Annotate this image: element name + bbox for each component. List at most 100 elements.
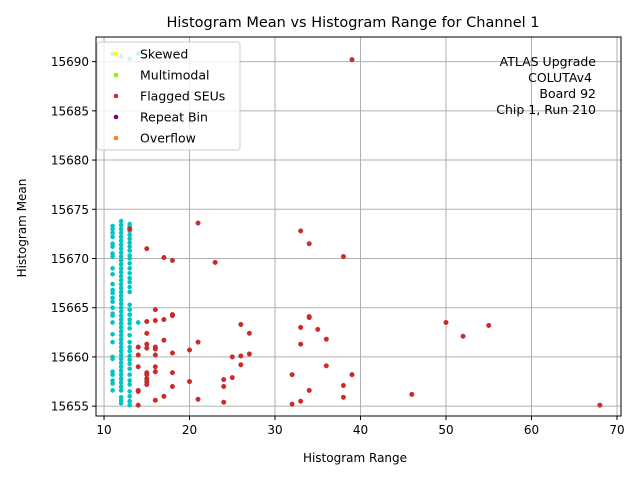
data-point [152, 352, 158, 358]
data-point [118, 336, 124, 342]
data-point [118, 332, 124, 338]
data-point [110, 271, 115, 277]
data-point [118, 321, 124, 326]
data-point [212, 259, 218, 265]
data-point [118, 360, 124, 366]
data-point [118, 364, 124, 370]
data-point [118, 340, 124, 346]
y-tick-label: 15680 [51, 154, 89, 168]
data-point [127, 284, 132, 290]
data-point [110, 299, 115, 305]
data-point [144, 330, 150, 336]
data-point [135, 402, 141, 408]
legend-marker [113, 93, 119, 99]
data-point [110, 305, 115, 311]
y-tick-label: 15660 [51, 350, 89, 364]
data-point [127, 357, 132, 363]
data-point [110, 266, 115, 271]
data-point [118, 368, 124, 374]
grid [96, 37, 621, 416]
data-point [118, 301, 124, 307]
legend-marker [113, 114, 119, 120]
data-point [127, 302, 132, 308]
data-point [127, 317, 132, 322]
data-point [195, 220, 201, 226]
data-point [135, 320, 141, 325]
data-point [127, 226, 133, 232]
data-point [110, 313, 115, 318]
data-point [118, 246, 124, 251]
legend-box [96, 41, 241, 151]
data-point [118, 242, 124, 248]
data-point [118, 289, 124, 295]
data-point [187, 347, 193, 353]
x-tick-label: 70 [609, 423, 624, 437]
data-point [127, 248, 132, 253]
data-point [118, 222, 124, 228]
data-point [340, 394, 346, 400]
data-point [169, 350, 175, 356]
data-point [169, 313, 175, 319]
data-point [169, 370, 175, 376]
data-point [323, 336, 329, 342]
data-point [127, 261, 132, 266]
data-point [127, 321, 132, 326]
data-point [127, 275, 132, 281]
x-axis-label: Histogram Range [303, 451, 407, 465]
data-point [135, 352, 141, 358]
data-point [144, 318, 150, 324]
data-point [127, 326, 132, 331]
data-point [152, 307, 158, 313]
legend-marker [113, 51, 119, 57]
data-point [161, 255, 167, 261]
y-tick-label: 15665 [51, 301, 89, 315]
data-point [118, 250, 124, 255]
data-point [110, 388, 115, 393]
data-point [118, 344, 124, 350]
data-point [118, 262, 124, 267]
legend-label: Overflow [140, 131, 196, 146]
data-point [127, 366, 132, 372]
legend-label: Repeat Bin [140, 110, 208, 125]
data-point [110, 339, 115, 345]
data-point [127, 232, 132, 238]
data-point [135, 364, 141, 370]
legend-label: Multimodal [140, 68, 209, 83]
data-point [323, 363, 329, 369]
data-point [486, 322, 492, 328]
data-point [221, 399, 227, 405]
data-point [118, 348, 124, 354]
data-point [118, 352, 124, 358]
data-point [118, 258, 124, 263]
data-point [443, 319, 449, 325]
data-point [289, 372, 295, 378]
data-point [110, 230, 115, 236]
data-point [127, 270, 132, 276]
data-point [110, 226, 115, 232]
data-point [460, 333, 466, 339]
x-tick-label: 20 [182, 423, 197, 437]
data-point [110, 331, 115, 337]
axis-ticks: 10 20 30 40 50 60 70 15655 15660 15665 15670 15675 1… [51, 55, 625, 437]
data-point [221, 377, 227, 383]
data-point [118, 254, 124, 259]
data-point [127, 378, 132, 383]
data-point [195, 339, 201, 345]
legend: Skewed Multimodal Flagged SEUs Repeat Bin Ov… [96, 41, 241, 151]
data-point [127, 398, 132, 404]
series-normal [110, 51, 141, 408]
chart-title: Histogram Mean vs Histogram Range for Ch… [167, 15, 540, 31]
data-point [246, 330, 252, 336]
annotation-line: ATLAS Upgrade [500, 54, 597, 69]
data-point [110, 295, 115, 301]
data-point [118, 380, 124, 385]
data-point [127, 402, 132, 408]
data-point [152, 397, 158, 403]
y-tick-label: 15685 [51, 104, 89, 118]
data-point [127, 389, 132, 394]
data-point [144, 381, 150, 387]
data-point [246, 351, 252, 357]
data-point [306, 315, 312, 321]
data-point [187, 379, 193, 385]
